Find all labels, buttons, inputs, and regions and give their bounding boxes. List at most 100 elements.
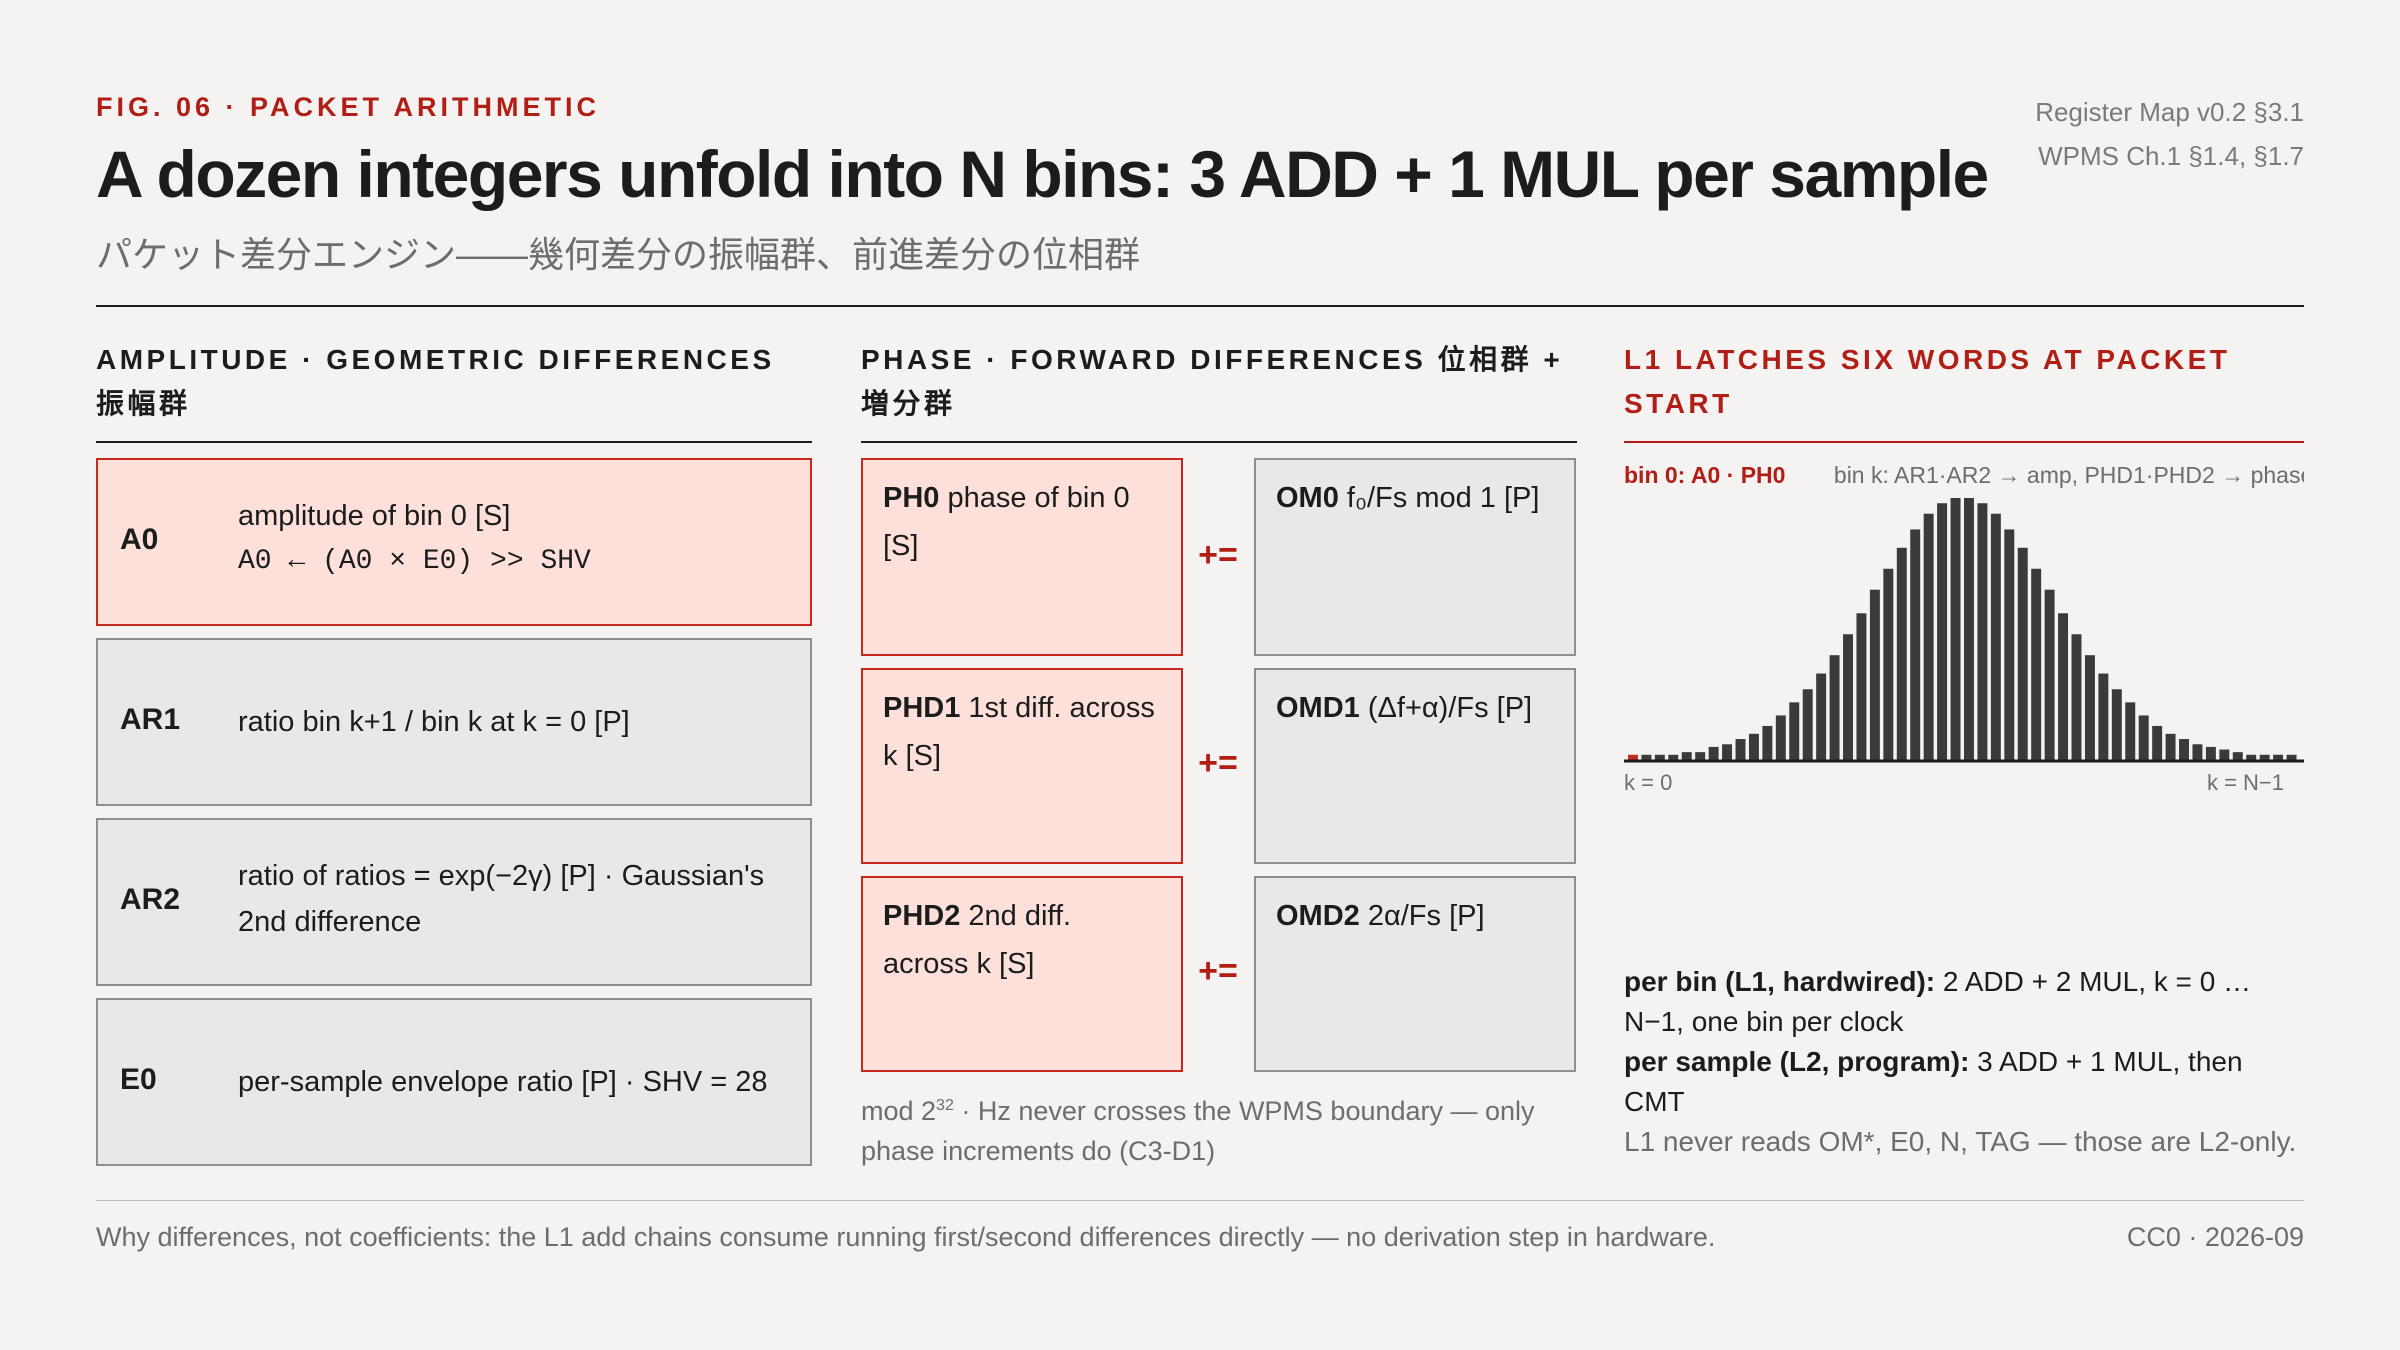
register-ar1: AR1 ratio bin k+1 / bin k at k = 0 [P] xyxy=(96,638,812,806)
chart-bar xyxy=(2259,754,2270,760)
chart-bar xyxy=(1883,568,1894,760)
footer-license: CC0 · 2026-09 xyxy=(2126,1222,2304,1252)
chart-bar xyxy=(2058,613,2069,760)
register-e0: E0 per-sample envelope ratio [P] · SHV =… xyxy=(96,998,812,1166)
phase-heading-rule xyxy=(861,441,1577,443)
chart-bar xyxy=(1708,746,1719,760)
chart-caption: bin 0: A0 · PH0 bin k: AR1·AR2 → amp, PH… xyxy=(1624,462,2304,492)
register-description: 2α/Fs [P] xyxy=(1367,900,1485,932)
chart-bar xyxy=(2192,744,2203,760)
register-description: 1st diff. across k [S] xyxy=(883,692,1155,772)
amplitude-heading: AMPLITUDE · GEOMETRIC DIFFERENCES 振幅群 xyxy=(96,338,812,426)
register-a0: A0 amplitude of bin 0 [S] A0 ← (A0 × E0)… xyxy=(96,458,812,626)
chart-bar xyxy=(2246,754,2257,760)
register-name: A0 xyxy=(120,523,159,556)
chart-bar xyxy=(1816,673,1827,760)
register-description: f₀/Fs mod 1 [P] xyxy=(1346,482,1540,514)
bin-amplitude-chart xyxy=(1624,498,2304,763)
chart-bar xyxy=(2071,634,2082,760)
register-description: ratio bin k+1 / bin k at k = 0 [P] xyxy=(238,706,630,738)
chart-bar xyxy=(1762,725,1773,760)
register-description: ratio of ratios = exp(−2γ) [P] · Gaussia… xyxy=(238,860,765,938)
chart-bar xyxy=(1681,752,1692,760)
stat-per-bin: per bin (L1, hardwired): 2 ADD + 2 MUL, … xyxy=(1624,962,2304,1042)
register-formula: A0 ← (A0 × E0) >> SHV xyxy=(238,546,591,577)
register-name: AR1 xyxy=(120,703,181,736)
latch-heading-rule xyxy=(1624,441,2304,443)
register-name: OM0 xyxy=(1276,482,1339,514)
register-name: OMD1 xyxy=(1276,692,1360,724)
phase-heading: PHASE · FORWARD DIFFERENCES 位相群 + 増分群 xyxy=(861,338,1577,426)
amplitude-heading-line1: AMPLITUDE · GEOMETRIC DIFFERENCES xyxy=(96,344,775,375)
reference-line: Register Map v0.2 §3.1 xyxy=(2035,97,2304,127)
reference-list: Register Map v0.2 §3.1 WPMS Ch.1 §1.4, §… xyxy=(2035,90,2304,178)
header-divider xyxy=(96,305,2304,307)
add-assign-operator: += xyxy=(1198,536,1238,574)
chart-bar xyxy=(1937,503,1948,760)
chart-bar xyxy=(1789,702,1800,760)
footer-divider xyxy=(96,1200,2304,1201)
chart-bar xyxy=(1977,503,1988,760)
chart-bar xyxy=(1910,529,1921,760)
register-name: OMD2 xyxy=(1276,900,1360,932)
stat-label: per sample (L2, program): xyxy=(1624,1046,1970,1077)
chart-bar xyxy=(1950,498,1961,760)
amplitude-heading-line2: 振幅群 xyxy=(96,388,191,419)
axis-label-end: k = N−1 xyxy=(2206,770,2284,795)
register-om0: OM0 f₀/Fs mod 1 [P] xyxy=(1254,458,1576,656)
register-description: amplitude of bin 0 [S] A0 ← (A0 × E0) >>… xyxy=(238,493,790,585)
chart-bar xyxy=(2232,752,2243,760)
phase-heading-line1: PHASE · FORWARD DIFFERENCES 位相群 + xyxy=(861,344,1564,375)
amplitude-heading-rule xyxy=(96,441,812,443)
axis-label-start: k = 0 xyxy=(1624,770,1673,795)
phase-note-exponent: 32 xyxy=(936,1097,954,1114)
chart-bar xyxy=(2138,715,2149,760)
chart-bar xyxy=(2219,749,2230,760)
stat-value: 3 ADD + 1 MUL, then CMT xyxy=(1624,1046,2243,1117)
chart-label-bin0: bin 0: A0 · PH0 xyxy=(1624,462,1786,488)
phase-column: PHASE · FORWARD DIFFERENCES 位相群 + 増分群 xyxy=(861,338,1577,443)
chart-bar xyxy=(2111,689,2122,760)
page-subtitle: パケット差分エンジン――幾何差分の振幅群、前進差分の位相群 xyxy=(96,234,1141,275)
chart-bar xyxy=(1735,739,1746,760)
register-ph0: PH0 phase of bin 0 [S] xyxy=(861,458,1183,656)
register-phd1: PHD1 1st diff. across k [S] xyxy=(861,668,1183,864)
chart-bar xyxy=(2152,725,2163,760)
phase-note-suffix: · Hz never crosses the WPMS boundary — o… xyxy=(861,1096,1535,1166)
register-ar2: AR2 ratio of ratios = exp(−2γ) [P] · Gau… xyxy=(96,818,812,986)
register-name: PHD1 xyxy=(883,692,961,724)
register-description: (Δf+α)/Fs [P] xyxy=(1367,692,1533,724)
chart-bar xyxy=(1829,655,1840,760)
chart-bar xyxy=(2179,739,2189,760)
register-name: AR2 xyxy=(120,883,181,916)
phase-note-prefix: mod 2 xyxy=(861,1096,937,1126)
chart-bar xyxy=(2286,754,2297,760)
chart-bar xyxy=(2098,673,2109,760)
register-name: E0 xyxy=(120,1063,157,1096)
latch-heading-line1: L1 LATCHES SIX WORDS AT PACKET xyxy=(1624,344,2231,375)
stat-per-sample: per sample (L2, program): 3 ADD + 1 MUL,… xyxy=(1624,1042,2304,1122)
chart-bar xyxy=(2044,589,2055,760)
stat-note: L1 never reads OM*, E0, N, TAG — those a… xyxy=(1624,1126,2297,1157)
chart-bar xyxy=(2125,702,2136,760)
stat-value: 2 ADD + 2 MUL, k = 0 … N−1, one bin per … xyxy=(1624,966,2252,1037)
register-phd2: PHD2 2nd diff. across k [S] xyxy=(861,876,1183,1072)
chart-bar xyxy=(1856,613,1867,760)
chart-bars xyxy=(1628,498,2297,760)
chart-label-bink: bin k: AR1·AR2 → amp, PHD1·PHD2 → phase xyxy=(1833,462,2304,488)
chart-bar xyxy=(2205,746,2216,760)
chart-bar xyxy=(1843,634,1853,760)
chart-bar xyxy=(2017,547,2028,760)
chart-bar xyxy=(1695,752,1706,760)
chart-bar xyxy=(1748,733,1759,760)
chart-bar xyxy=(1668,754,1679,760)
add-assign-operator: += xyxy=(1198,744,1238,782)
register-omd2: OMD2 2α/Fs [P] xyxy=(1254,876,1576,1072)
chart-bar xyxy=(2273,754,2284,760)
chart-bar xyxy=(1641,754,1652,760)
figure-label: FIG. 06 · PACKET ARITHMETIC xyxy=(96,92,601,122)
chart-bar xyxy=(1896,547,1907,760)
add-assign-operator: += xyxy=(1198,952,1238,990)
chart-bar xyxy=(2031,568,2042,760)
register-description: phase of bin 0 [S] xyxy=(883,482,1130,562)
